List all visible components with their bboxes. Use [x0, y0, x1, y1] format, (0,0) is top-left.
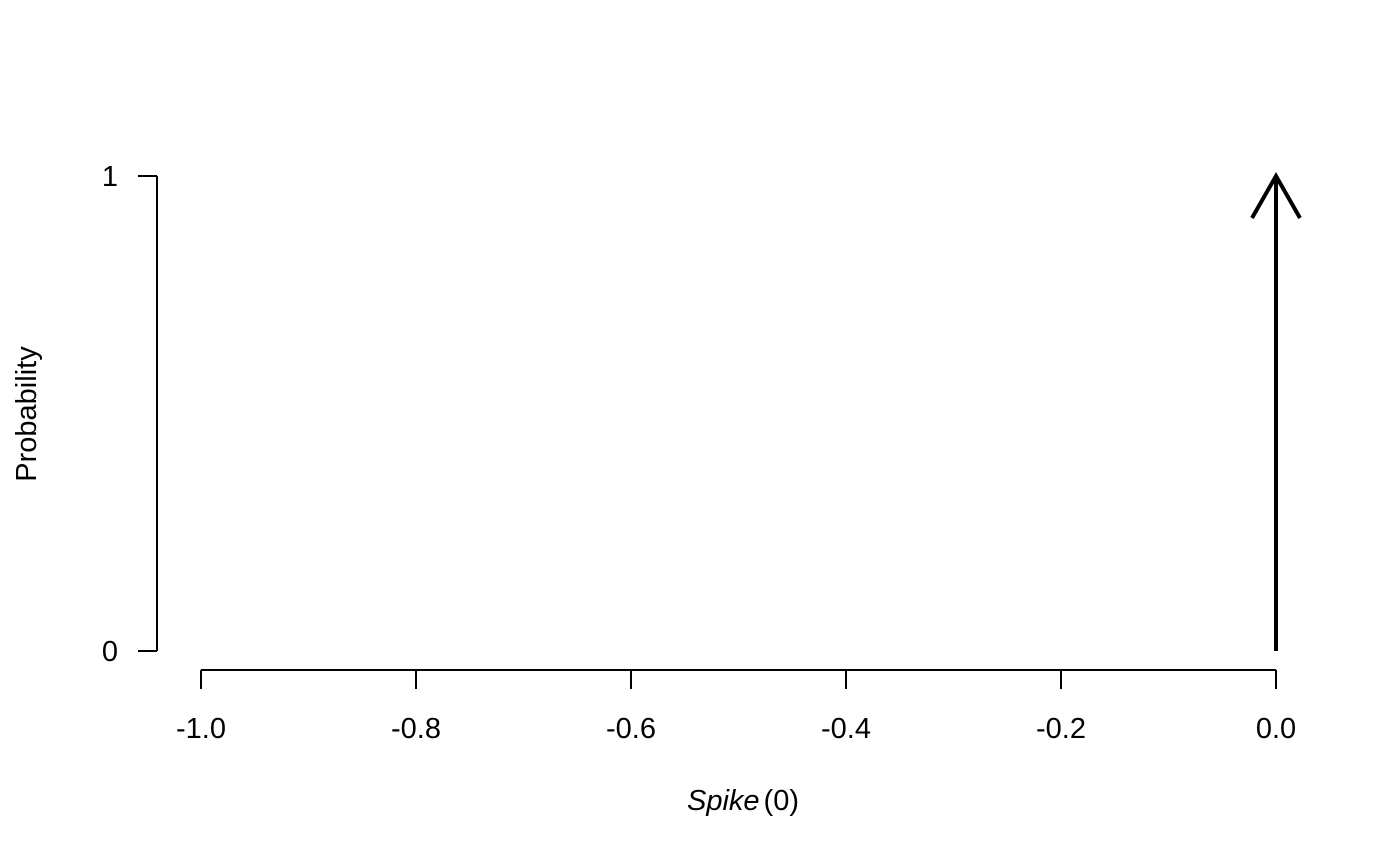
y-axis: 01: [102, 161, 158, 668]
x-tick-label: -0.2: [1036, 713, 1086, 745]
spike-arrow: [1250, 171, 1302, 651]
x-axis-label: Spike (0): [687, 785, 799, 817]
x-tick-label: -0.8: [391, 713, 441, 745]
x-tick-label: 0.0: [1256, 713, 1296, 745]
x-tick-label: -1.0: [176, 713, 226, 745]
x-axis-label-name: Spike: [687, 785, 760, 817]
x-ticks: -1.0 -0.8 -0.6 -0.4 -0.2 0.0: [176, 670, 1296, 745]
x-tick-label: -0.6: [606, 713, 656, 745]
spike-series: [1250, 171, 1302, 651]
spike-arrowhead: [1250, 171, 1302, 219]
y-tick-label: 1: [102, 161, 118, 193]
y-ticks: 01: [102, 161, 157, 668]
x-axis: -1.0 -0.8 -0.6 -0.4 -0.2 0.0: [176, 669, 1296, 745]
x-tick-label: -0.4: [821, 713, 871, 745]
x-axis-label-argument: (0): [764, 785, 799, 817]
y-tick-label: 0: [102, 636, 118, 668]
y-axis-label: Probability: [11, 346, 43, 482]
